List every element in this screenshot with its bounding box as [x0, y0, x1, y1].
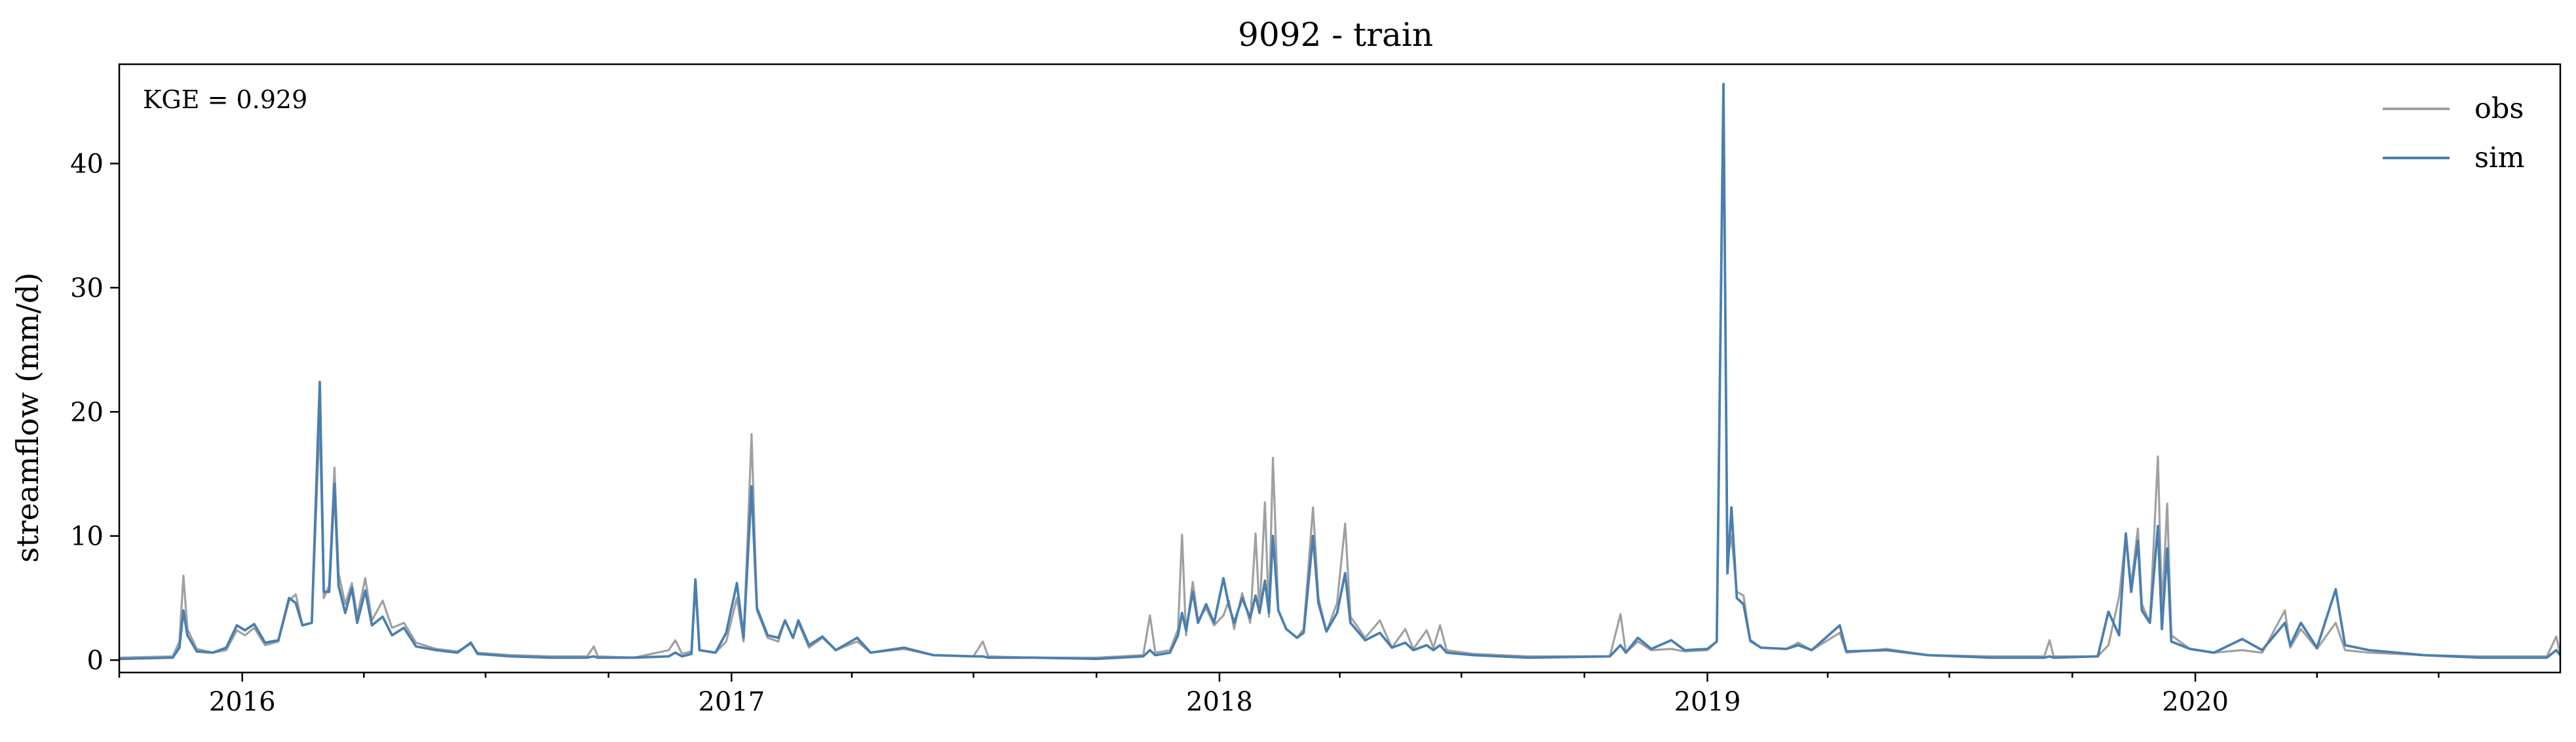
- x-tick-label: 2019: [1674, 687, 1741, 717]
- y-tick-label: 0: [87, 646, 104, 676]
- y-tick-label: 30: [70, 273, 104, 303]
- series-line-obs: [119, 100, 2560, 659]
- series-line-sim: [119, 83, 2560, 661]
- legend-label-obs: obs: [2474, 92, 2524, 125]
- x-tick-label: 2018: [1186, 687, 1253, 717]
- y-tick-label: 10: [70, 522, 104, 552]
- series-layer: [119, 83, 2560, 661]
- legend: obs sim: [2383, 92, 2525, 174]
- y-axis-label: streamflow (mm/d): [10, 273, 45, 563]
- x-tick-label: 2020: [2162, 687, 2229, 717]
- y-tick-label: 20: [70, 397, 104, 427]
- x-tick-label: 2017: [698, 687, 765, 717]
- kge-annotation: KGE = 0.929: [143, 85, 307, 114]
- legend-label-sim: sim: [2474, 142, 2525, 174]
- x-axis: 2016 2017 2018 2019 2020: [118, 673, 2440, 717]
- chart-title: 9092 - train: [1238, 16, 1433, 54]
- x-tick-label: 2016: [209, 687, 276, 717]
- y-tick-label: 40: [70, 149, 104, 180]
- y-axis: 0 10 20 30 40: [70, 149, 119, 676]
